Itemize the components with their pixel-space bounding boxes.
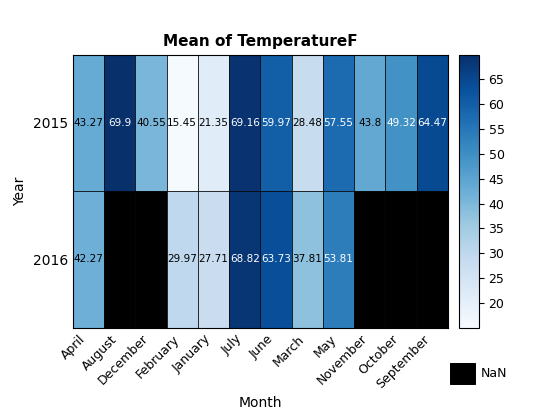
Text: 42.27: 42.27	[73, 255, 104, 264]
Bar	[198, 55, 229, 191]
Text: 27.71: 27.71	[199, 255, 228, 264]
Bar	[417, 191, 448, 328]
Bar	[385, 191, 417, 328]
X-axis label: Month: Month	[239, 396, 282, 410]
Text: 15.45: 15.45	[167, 118, 197, 128]
Bar	[260, 55, 292, 191]
Y-axis label: Year: Year	[13, 176, 27, 206]
Bar	[292, 55, 323, 191]
Bar	[167, 191, 198, 328]
Text: 69.16: 69.16	[230, 118, 260, 128]
Bar	[292, 191, 323, 328]
Text: 49.32: 49.32	[386, 118, 416, 128]
Bar	[104, 55, 136, 191]
Text: 43.8: 43.8	[358, 118, 381, 128]
Bar	[450, 363, 475, 384]
Text: 43.27: 43.27	[73, 118, 104, 128]
Text: 53.81: 53.81	[324, 255, 353, 264]
Text: 57.55: 57.55	[324, 118, 353, 128]
Bar	[136, 55, 166, 191]
Bar	[136, 191, 166, 328]
Bar	[104, 191, 136, 328]
Bar	[73, 191, 104, 328]
Text: 21.35: 21.35	[199, 118, 228, 128]
Text: 64.47: 64.47	[417, 118, 447, 128]
Text: 28.48: 28.48	[292, 118, 322, 128]
Text: 69.9: 69.9	[108, 118, 132, 128]
Text: 40.55: 40.55	[136, 118, 166, 128]
Bar	[260, 191, 292, 328]
Bar	[354, 55, 385, 191]
Text: 29.97: 29.97	[167, 255, 197, 264]
Text: 37.81: 37.81	[292, 255, 322, 264]
Text: NaN: NaN	[480, 368, 507, 380]
Bar	[229, 191, 260, 328]
Text: 59.97: 59.97	[261, 118, 291, 128]
Bar	[198, 191, 229, 328]
Text: 68.82: 68.82	[230, 255, 260, 264]
Bar	[323, 191, 354, 328]
Bar	[417, 55, 448, 191]
Bar	[354, 191, 385, 328]
Bar	[323, 55, 354, 191]
Text: 63.73: 63.73	[261, 255, 291, 264]
Bar	[73, 55, 104, 191]
Bar	[167, 55, 198, 191]
Bar	[229, 55, 260, 191]
Bar	[385, 55, 417, 191]
Title: Mean of TemperatureF: Mean of TemperatureF	[163, 34, 358, 49]
